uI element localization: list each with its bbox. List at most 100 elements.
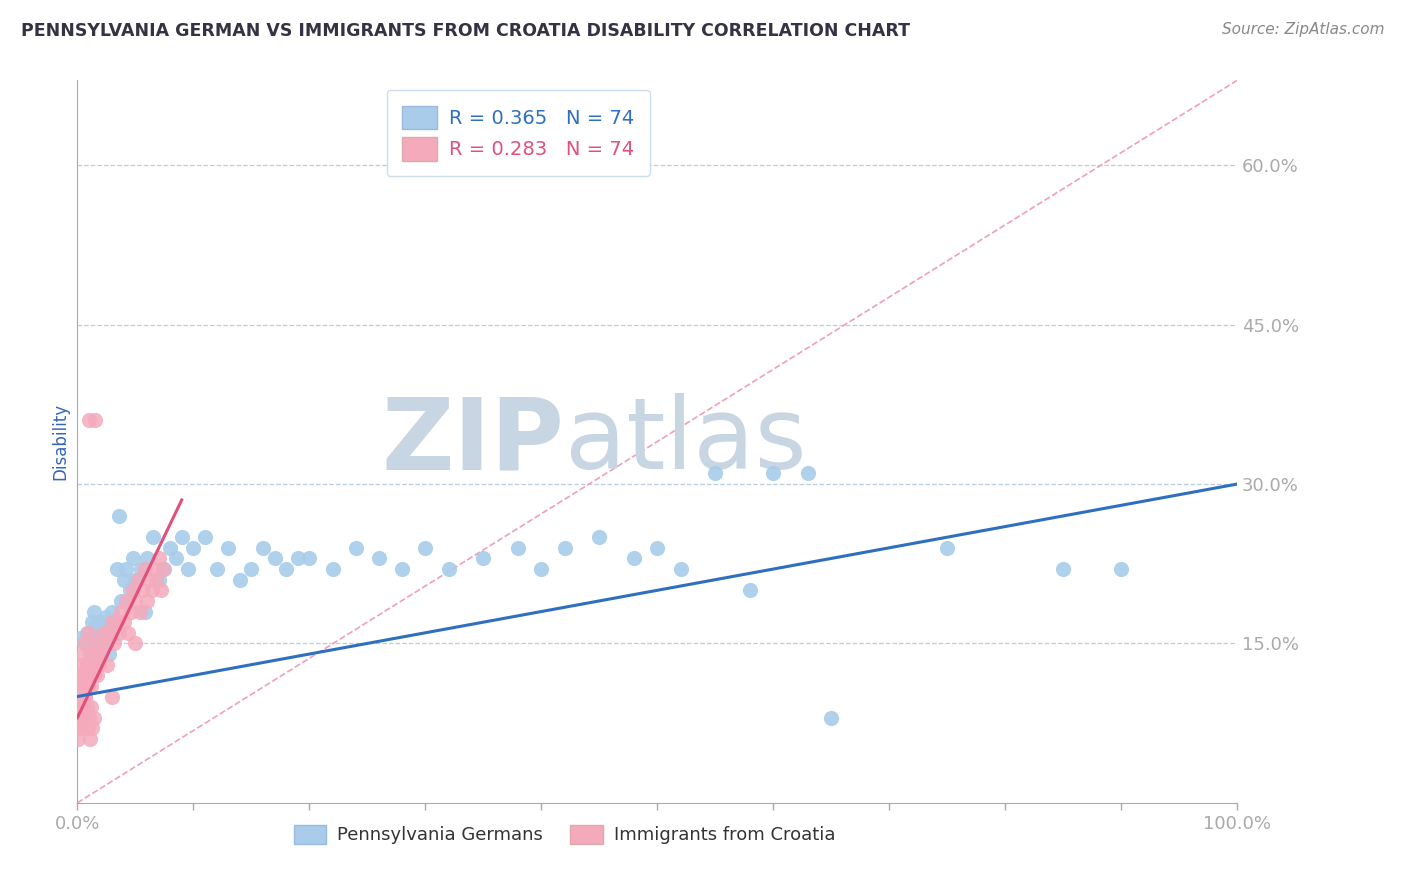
Point xyxy=(77,413,100,427)
Point xyxy=(110,605,132,619)
Point xyxy=(90,647,111,661)
Point xyxy=(73,636,96,650)
Point xyxy=(70,679,93,693)
Point xyxy=(183,541,205,555)
Point xyxy=(83,605,105,619)
Point xyxy=(165,551,187,566)
Point xyxy=(75,690,97,704)
Point xyxy=(135,594,157,608)
Point xyxy=(704,467,727,481)
Point xyxy=(115,594,138,608)
Point xyxy=(105,615,128,630)
Point xyxy=(1052,562,1074,576)
Point xyxy=(153,562,176,576)
Point xyxy=(124,594,146,608)
Point xyxy=(740,583,762,598)
Point xyxy=(437,562,460,576)
Point xyxy=(623,551,645,566)
Point xyxy=(298,551,321,566)
Point xyxy=(228,573,252,587)
Point xyxy=(134,605,156,619)
Point xyxy=(122,551,145,566)
Point xyxy=(110,594,132,608)
Point xyxy=(76,679,98,693)
Point xyxy=(152,562,174,576)
Point xyxy=(138,573,160,587)
Point xyxy=(73,679,96,693)
Point xyxy=(118,583,141,598)
Point xyxy=(80,647,103,661)
Point xyxy=(101,605,124,619)
Point xyxy=(344,541,367,555)
Point xyxy=(129,605,152,619)
Point xyxy=(90,647,112,661)
Point xyxy=(98,625,121,640)
Point xyxy=(105,562,128,576)
Point xyxy=(287,551,309,566)
Point xyxy=(205,562,228,576)
Point xyxy=(97,647,120,661)
Point xyxy=(240,562,263,576)
Point xyxy=(76,657,98,672)
Point xyxy=(82,615,104,630)
Point xyxy=(82,722,104,736)
Point xyxy=(76,625,98,640)
Text: atlas: atlas xyxy=(565,393,806,490)
Point xyxy=(69,690,91,704)
Point xyxy=(86,636,108,650)
Point xyxy=(72,679,94,693)
Point xyxy=(588,530,610,544)
Point xyxy=(554,541,576,555)
Point xyxy=(86,668,108,682)
Point xyxy=(75,690,97,704)
Legend: Pennsylvania Germans, Immigrants from Croatia: Pennsylvania Germans, Immigrants from Cr… xyxy=(287,818,842,852)
Point xyxy=(76,722,98,736)
Point xyxy=(79,647,101,661)
Point xyxy=(647,541,669,555)
Text: ZIP: ZIP xyxy=(381,393,565,490)
Point xyxy=(368,551,391,566)
Point xyxy=(129,562,152,576)
Point xyxy=(69,711,91,725)
Point xyxy=(82,657,104,672)
Point xyxy=(103,615,125,630)
Point xyxy=(159,541,181,555)
Point xyxy=(506,541,529,555)
Point xyxy=(797,467,820,481)
Point xyxy=(120,605,142,619)
Y-axis label: Disability: Disability xyxy=(51,403,69,480)
Point xyxy=(69,668,91,682)
Point xyxy=(112,573,135,587)
Point xyxy=(131,583,153,598)
Text: Source: ZipAtlas.com: Source: ZipAtlas.com xyxy=(1222,22,1385,37)
Point xyxy=(73,711,96,725)
Point xyxy=(391,562,413,576)
Point xyxy=(762,467,785,481)
Point xyxy=(91,625,114,640)
Point xyxy=(134,562,156,576)
Point xyxy=(83,668,105,682)
Point xyxy=(820,711,842,725)
Point xyxy=(69,700,91,714)
Point xyxy=(67,722,90,736)
Point xyxy=(122,583,145,598)
Point xyxy=(115,562,138,576)
Point xyxy=(149,583,172,598)
Point xyxy=(101,690,124,704)
Point xyxy=(91,625,114,640)
Point xyxy=(83,413,105,427)
Point xyxy=(413,541,436,555)
Point xyxy=(80,679,103,693)
Point xyxy=(142,562,165,576)
Point xyxy=(70,700,93,714)
Point xyxy=(84,657,107,672)
Point xyxy=(90,631,111,645)
Point xyxy=(93,631,115,645)
Point xyxy=(76,700,98,714)
Point xyxy=(669,562,692,576)
Point xyxy=(77,668,100,682)
Point xyxy=(217,541,239,555)
Point xyxy=(69,690,91,704)
Point xyxy=(194,530,217,544)
Point xyxy=(142,530,165,544)
